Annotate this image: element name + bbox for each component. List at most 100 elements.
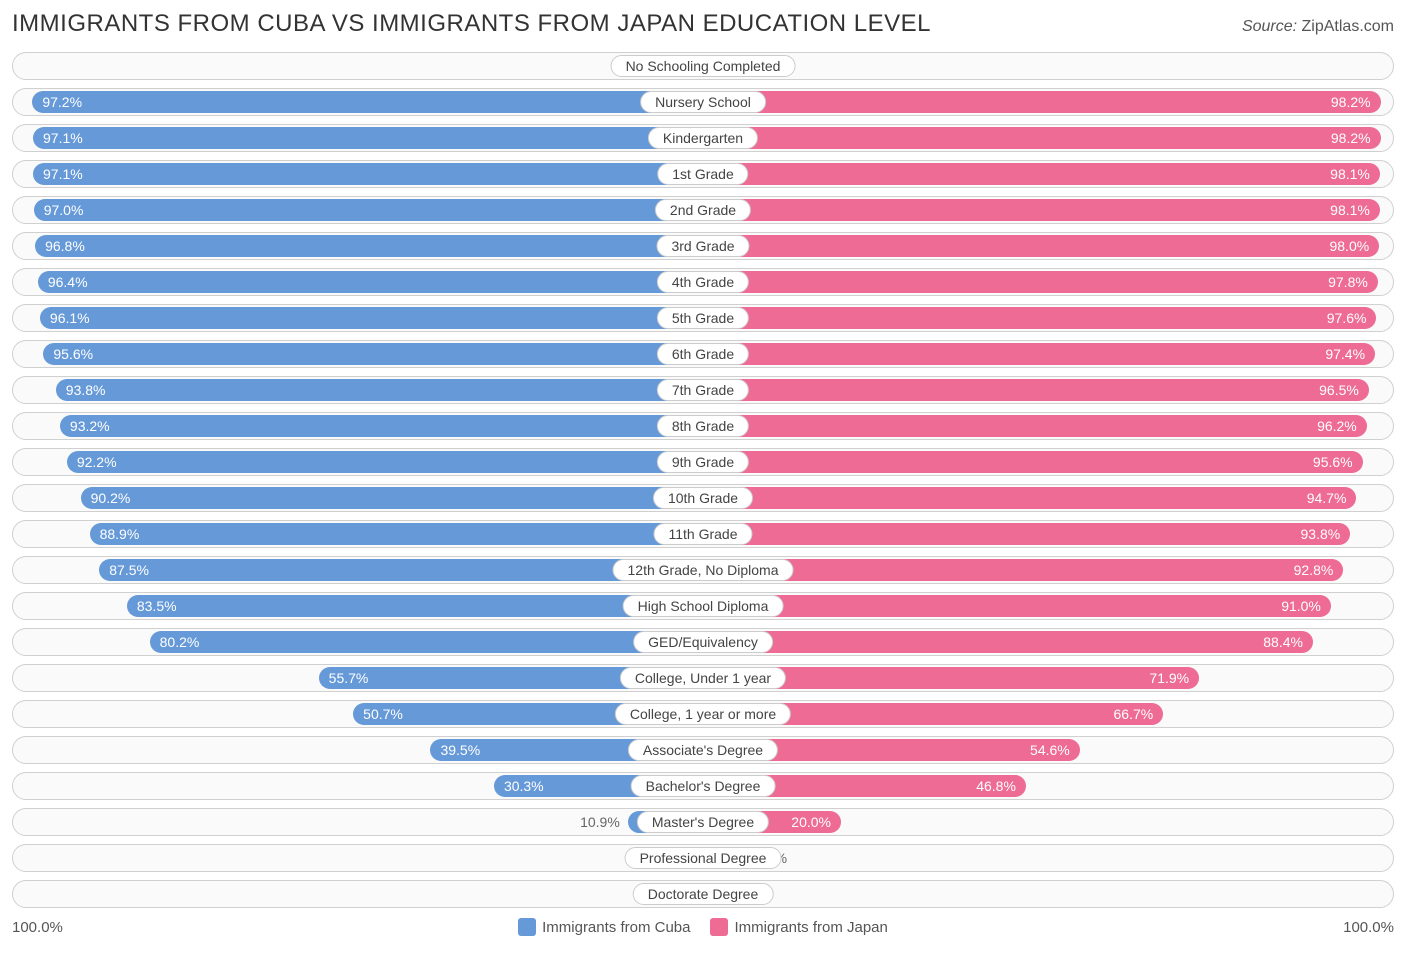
- bar-right: 98.0%: [703, 235, 1379, 257]
- footer: 100.0% Immigrants from Cuba Immigrants f…: [12, 918, 1394, 936]
- chart-row: 2.8%1.9%No Schooling Completed: [12, 52, 1394, 80]
- bar-left: 92.2%: [67, 451, 703, 473]
- chart-row: 10.9%20.0%Master's Degree: [12, 808, 1394, 836]
- bar-left: 97.1%: [33, 127, 703, 149]
- legend-item-cuba: Immigrants from Cuba: [518, 918, 690, 936]
- pct-left: 83.5%: [137, 598, 177, 614]
- chart-row: 88.9% 93.8% 11th Grade: [12, 520, 1394, 548]
- category-label: 11th Grade: [653, 523, 752, 545]
- chart-title: IMMIGRANTS FROM CUBA VS IMMIGRANTS FROM …: [12, 10, 931, 38]
- chart-row: 83.5% 91.0% High School Diploma: [12, 592, 1394, 620]
- category-label: 12th Grade, No Diploma: [613, 559, 794, 581]
- chart-row: 87.5% 92.8% 12th Grade, No Diploma: [12, 556, 1394, 584]
- bar-left: 97.1%: [33, 163, 703, 185]
- bar-right: 97.6%: [703, 307, 1376, 329]
- pct-right: 97.6%: [1327, 310, 1367, 326]
- chart-row: 1.2%2.8%Doctorate Degree: [12, 880, 1394, 908]
- category-label: Master's Degree: [637, 811, 769, 833]
- bar-left: 93.8%: [56, 379, 703, 401]
- chart-row: 97.2%98.2%Nursery School: [12, 88, 1394, 116]
- pct-right: 95.6%: [1313, 454, 1353, 470]
- bar-left: 93.2%: [60, 415, 703, 437]
- bar-right: 93.8%: [703, 523, 1350, 545]
- pct-right: 93.8%: [1301, 526, 1341, 542]
- category-label: Kindergarten: [648, 127, 758, 149]
- pct-right: 54.6%: [1030, 742, 1070, 758]
- chart-row: 3.6%6.4%Professional Degree: [12, 844, 1394, 872]
- source-name: ZipAtlas.com: [1302, 18, 1394, 35]
- header: IMMIGRANTS FROM CUBA VS IMMIGRANTS FROM …: [12, 10, 1394, 38]
- pct-left: 97.1%: [43, 130, 83, 146]
- chart-row: 96.1%97.6%5th Grade: [12, 304, 1394, 332]
- bar-left: 83.5%: [127, 595, 703, 617]
- bar-right: 98.2%: [703, 91, 1381, 113]
- category-label: GED/Equivalency: [633, 631, 773, 653]
- bar-left: 80.2%: [150, 631, 703, 653]
- pct-left: 55.7%: [329, 670, 369, 686]
- bar-right: 98.2%: [703, 127, 1381, 149]
- chart-row: 92.2% 95.6% 9th Grade: [12, 448, 1394, 476]
- bar-right: 95.6%: [703, 451, 1363, 473]
- pct-left: 80.2%: [160, 634, 200, 650]
- pct-left: 39.5%: [440, 742, 480, 758]
- bar-left: 96.1%: [40, 307, 703, 329]
- category-label: 10th Grade: [653, 487, 753, 509]
- chart-row: 95.6%97.4%6th Grade: [12, 340, 1394, 368]
- bar-right: 92.8%: [703, 559, 1343, 581]
- bar-right: 88.4%: [703, 631, 1313, 653]
- pct-left: 92.2%: [77, 454, 117, 470]
- pct-left: 50.7%: [363, 706, 403, 722]
- pct-right: 98.1%: [1330, 166, 1370, 182]
- axis-left-label: 100.0%: [12, 919, 63, 936]
- bar-right: 98.1%: [703, 163, 1380, 185]
- category-label: 9th Grade: [657, 451, 749, 473]
- pct-right: 20.0%: [791, 814, 831, 830]
- category-label: Associate's Degree: [628, 739, 778, 761]
- pct-left: 30.3%: [504, 778, 544, 794]
- pct-right: 96.5%: [1319, 382, 1359, 398]
- legend-item-japan: Immigrants from Japan: [710, 918, 887, 936]
- category-label: High School Diploma: [623, 595, 784, 617]
- bar-left: 90.2%: [81, 487, 703, 509]
- pct-right: 92.8%: [1294, 562, 1334, 578]
- pct-right: 46.8%: [976, 778, 1016, 794]
- pct-right: 66.7%: [1114, 706, 1154, 722]
- pct-left: 87.5%: [109, 562, 149, 578]
- pct-left: 96.4%: [48, 274, 88, 290]
- legend-label-cuba: Immigrants from Cuba: [542, 919, 690, 936]
- bar-right: 91.0%: [703, 595, 1331, 617]
- pct-right: 98.2%: [1331, 94, 1371, 110]
- pct-left: 90.2%: [91, 490, 131, 506]
- pct-right: 91.0%: [1281, 598, 1321, 614]
- swatch-cuba: [518, 918, 536, 936]
- chart-row: 50.7% 66.7% College, 1 year or more: [12, 700, 1394, 728]
- category-label: 1st Grade: [657, 163, 748, 185]
- category-label: Professional Degree: [625, 847, 782, 869]
- category-label: No Schooling Completed: [611, 55, 796, 77]
- bar-right: 97.8%: [703, 271, 1378, 293]
- bar-left: 96.4%: [38, 271, 703, 293]
- chart-row: 30.3%46.8%Bachelor's Degree: [12, 772, 1394, 800]
- category-label: 8th Grade: [657, 415, 749, 437]
- pct-right: 71.9%: [1149, 670, 1189, 686]
- pct-right: 98.1%: [1330, 202, 1370, 218]
- chart-row: 96.8%98.0%3rd Grade: [12, 232, 1394, 260]
- axis-right-label: 100.0%: [1343, 919, 1394, 936]
- pct-right: 98.2%: [1331, 130, 1371, 146]
- pct-right: 96.2%: [1317, 418, 1357, 434]
- chart-row: 96.4%97.8%4th Grade: [12, 268, 1394, 296]
- legend-label-japan: Immigrants from Japan: [734, 919, 887, 936]
- category-label: 7th Grade: [657, 379, 749, 401]
- legend: Immigrants from Cuba Immigrants from Jap…: [518, 918, 888, 936]
- chart-container: IMMIGRANTS FROM CUBA VS IMMIGRANTS FROM …: [0, 0, 1406, 946]
- bar-right: 96.5%: [703, 379, 1369, 401]
- chart-row: 93.8% 96.5% 7th Grade: [12, 376, 1394, 404]
- category-label: College, 1 year or more: [615, 703, 791, 725]
- pct-left: 88.9%: [100, 526, 140, 542]
- bar-left: 95.6%: [43, 343, 703, 365]
- bar-left: 88.9%: [90, 523, 703, 545]
- chart-row: 93.2% 96.2% 8th Grade: [12, 412, 1394, 440]
- bar-right: 94.7%: [703, 487, 1356, 509]
- pct-right: 97.4%: [1325, 346, 1365, 362]
- pct-left: 93.8%: [66, 382, 106, 398]
